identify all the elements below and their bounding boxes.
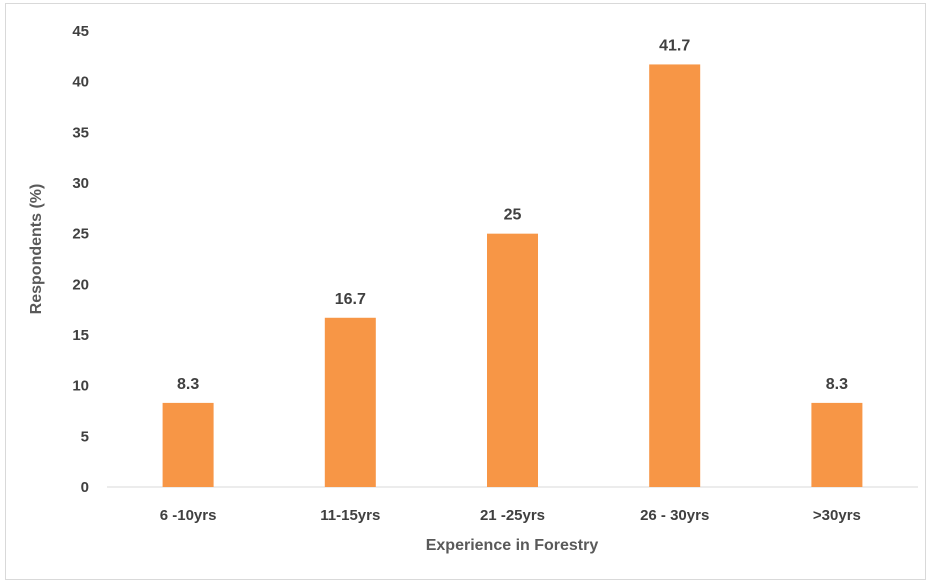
y-axis-title: Respondents (%) bbox=[28, 184, 45, 315]
y-tick-label: 40 bbox=[72, 74, 89, 91]
bar bbox=[487, 233, 538, 487]
bar bbox=[324, 317, 376, 487]
bar-value-label: 16.7 bbox=[335, 291, 366, 308]
y-tick-label: 35 bbox=[72, 124, 89, 141]
bar bbox=[811, 402, 863, 487]
y-tick-label: 30 bbox=[72, 175, 89, 192]
bar bbox=[162, 402, 214, 487]
y-tick-label: 0 bbox=[81, 479, 89, 496]
x-tick-label: 6 -10yrs bbox=[160, 507, 217, 524]
chart-frame bbox=[5, 3, 926, 580]
x-tick-label: >30yrs bbox=[813, 507, 861, 524]
y-tick-label: 45 bbox=[72, 23, 89, 40]
y-tick-label: 15 bbox=[72, 327, 89, 344]
bar-value-label: 8.3 bbox=[177, 376, 199, 393]
x-axis-ticks: 6 -10yrs 11-15yrs 21 -25yrs 26 - 30yrs >30yr… bbox=[160, 507, 861, 524]
y-tick-label: 10 bbox=[72, 378, 89, 395]
bar-value-label: 8.3 bbox=[826, 376, 848, 393]
x-tick-label: 26 - 30yrs bbox=[640, 507, 709, 524]
bar bbox=[649, 64, 701, 487]
y-tick-label: 20 bbox=[72, 276, 89, 293]
bar-value-label: 41.7 bbox=[659, 37, 690, 54]
x-tick-label: 21 -25yrs bbox=[480, 507, 545, 524]
data-labels: 8.3 16.7 25 41.7 8.3 bbox=[177, 37, 848, 392]
bars bbox=[162, 64, 863, 487]
y-tick-label: 25 bbox=[72, 226, 89, 243]
y-axis-ticks: 0 5 10 15 20 25 30 35 40 45 bbox=[72, 23, 89, 496]
bar-value-label: 25 bbox=[504, 207, 522, 224]
y-tick-label: 5 bbox=[81, 428, 89, 445]
x-tick-label: 11-15yrs bbox=[320, 507, 380, 524]
x-axis-title: Experience in Forestry bbox=[426, 537, 599, 554]
